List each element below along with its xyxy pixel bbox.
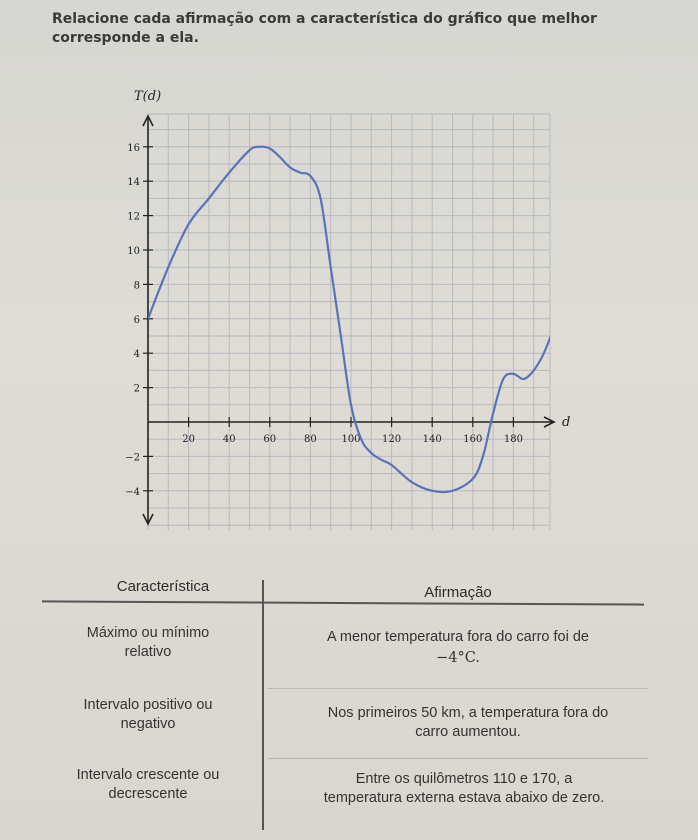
y-tick-label: 4 [134, 349, 140, 360]
y-tick-label: 12 [127, 212, 140, 223]
y-tick-label: −4 [125, 487, 140, 498]
y-tick-label: 10 [127, 246, 140, 257]
row1-statement-line2: −4°C. [436, 650, 480, 666]
x-tick-label: 160 [463, 434, 482, 445]
x-axis-label: d [562, 415, 570, 430]
row2-statement-line2: carro aumentou. [415, 724, 521, 740]
x-tick-label: 80 [304, 434, 317, 445]
x-axis-arrow [543, 416, 556, 428]
y-tick-label: 14 [127, 177, 140, 188]
row1-divider [268, 688, 648, 689]
y-axis-label: T(d) [134, 89, 161, 104]
x-tick-label: 40 [223, 434, 236, 445]
y-axis-arrow-up [142, 114, 154, 127]
row2-statement: Nos primeiros 50 km, a temperatura fora … [278, 704, 658, 742]
row3-feature-line2: decrescente [108, 786, 188, 802]
column-divider [262, 580, 264, 830]
y-tick-label: −2 [125, 452, 140, 463]
x-tick-label: 140 [423, 434, 442, 445]
row1-statement: A menor temperatura fora do carro foi de… [278, 628, 638, 668]
row2-divider [268, 758, 648, 759]
row1-feature: Máximo ou mínimo relativo [48, 624, 248, 662]
row1-feature-line2: relativo [124, 644, 172, 660]
question-prompt: Relacione cada afirmação com a caracterí… [52, 11, 597, 46]
y-axis-arrow-down [142, 513, 154, 526]
row3-feature: Intervalo crescente ou decrescente [48, 766, 248, 804]
y-tick-label: 8 [134, 280, 140, 291]
header-statement: Afirmação [424, 584, 492, 601]
x-tick-label: 100 [341, 434, 360, 445]
row3-statement-line2: temperatura externa estava abaixo de zer… [323, 790, 605, 806]
row3-statement-line1: Entre os quilômetros 110 e 170, a [355, 771, 573, 787]
chart-svg: T(d) d 20 40 60 80 100 120 140 160 180 −4 −2 2 4 6 8 10 12… [125, 89, 570, 530]
x-tick-label: 120 [382, 434, 401, 445]
row1-feature-line1: Máximo ou mínimo [86, 625, 210, 641]
row2-feature: Intervalo positivo ou negativo [48, 696, 248, 734]
row2-statement-line1: Nos primeiros 50 km, a temperatura fora … [327, 705, 609, 721]
row2-feature-line1: Intervalo positivo ou [83, 697, 213, 713]
temperature-curve [148, 145, 550, 494]
x-tick-label: 60 [263, 434, 276, 445]
row3-statement: Entre os quilômetros 110 e 170, a temper… [274, 770, 654, 808]
header-feature: Característica [116, 578, 210, 595]
row2-feature-line2: negativo [120, 716, 176, 732]
temperature-graph: T(d) d 20 40 60 80 100 120 140 160 180 −4 −2 2 4 6 8 10 12… [108, 82, 570, 538]
y-tick-label: 6 [134, 315, 140, 326]
x-tick-label: 180 [504, 434, 523, 445]
y-tick-label: 16 [127, 143, 140, 154]
row1-statement-line1: A menor temperatura fora do carro foi de [327, 629, 589, 645]
y-tick-label: 2 [134, 384, 140, 395]
header-divider [41, 600, 645, 606]
x-tick-label: 20 [182, 434, 195, 445]
matching-table: Característica Afirmação Máximo ou mínim… [38, 570, 650, 832]
row3-feature-line1: Intervalo crescente ou [76, 767, 220, 783]
